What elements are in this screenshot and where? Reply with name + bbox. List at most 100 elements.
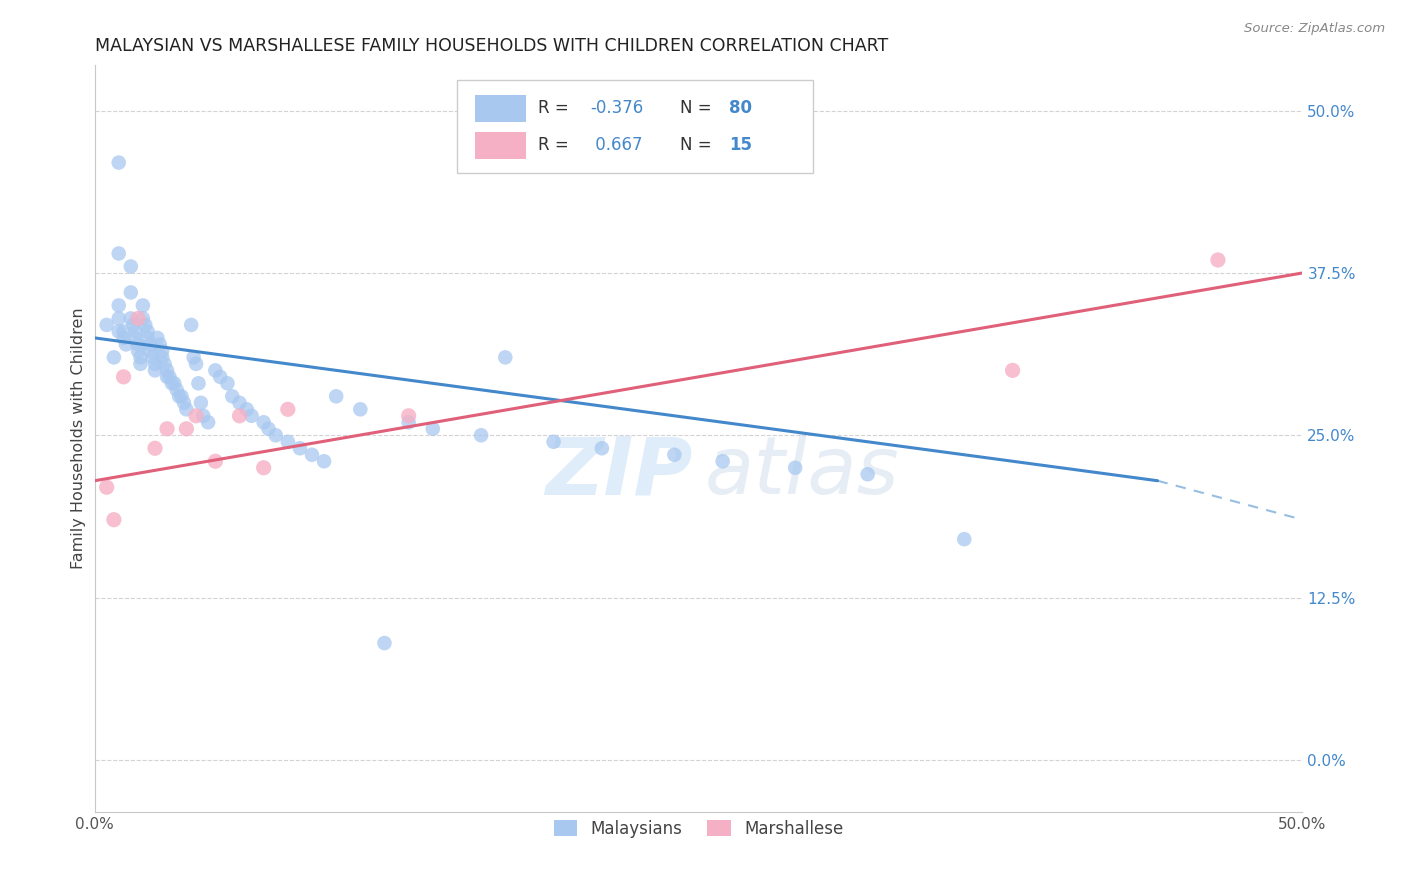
Point (115, 337, 138, 351)
Point (209, 369, 232, 384)
Point (136, 325, 159, 339)
Point (228, 396, 250, 410)
Point (107, 311, 129, 326)
Point (143, 363, 166, 377)
Point (127, 311, 149, 326)
Text: N =: N = (681, 100, 711, 118)
Point (127, 343, 149, 358)
Point (398, 415, 420, 429)
Text: R =: R = (538, 136, 574, 154)
Text: 80: 80 (728, 100, 752, 118)
Point (253, 415, 276, 429)
Point (107, 155, 129, 169)
Point (146, 331, 169, 345)
Point (1001, 363, 1024, 377)
Point (160, 376, 183, 391)
Point (1206, 252, 1229, 267)
Point (264, 428, 287, 442)
Text: N =: N = (681, 136, 711, 154)
Point (398, 409, 420, 423)
Point (150, 351, 173, 365)
FancyBboxPatch shape (475, 95, 526, 122)
Point (173, 396, 195, 410)
Point (107, 298, 129, 312)
Point (591, 442, 613, 456)
Point (183, 351, 205, 365)
Point (96, 480, 118, 494)
Point (197, 415, 219, 429)
Point (134, 318, 156, 332)
Point (166, 383, 188, 397)
Point (170, 389, 193, 403)
Point (107, 325, 129, 339)
Point (257, 422, 280, 436)
Point (143, 442, 166, 456)
Point (124, 331, 146, 345)
Point (132, 311, 155, 326)
Point (149, 337, 172, 351)
Point (120, 260, 142, 274)
Point (112, 331, 135, 345)
Point (301, 448, 323, 462)
Point (122, 318, 145, 332)
Point (711, 454, 734, 468)
Point (129, 351, 152, 365)
Point (153, 357, 176, 371)
Point (136, 331, 159, 345)
Text: 15: 15 (728, 136, 752, 154)
Point (184, 409, 207, 423)
FancyBboxPatch shape (457, 80, 813, 173)
FancyBboxPatch shape (475, 132, 526, 159)
Point (240, 409, 263, 423)
Point (785, 460, 807, 475)
Point (277, 402, 299, 417)
Point (143, 357, 166, 371)
Point (193, 409, 215, 423)
Point (422, 422, 444, 436)
Point (156, 422, 179, 436)
Point (180, 318, 202, 332)
Text: Source: ZipAtlas.com: Source: ZipAtlas.com (1244, 22, 1385, 36)
Text: R =: R = (538, 100, 574, 118)
Text: ZIP: ZIP (546, 434, 693, 511)
Point (150, 343, 173, 358)
Point (470, 428, 492, 442)
Point (373, 636, 395, 650)
Point (204, 454, 226, 468)
Point (124, 325, 146, 339)
Point (139, 343, 162, 358)
Point (132, 298, 155, 312)
Point (103, 351, 125, 365)
Point (187, 376, 209, 391)
Point (120, 285, 142, 300)
Point (312, 454, 335, 468)
Point (156, 369, 179, 384)
Point (221, 389, 243, 403)
Point (184, 357, 207, 371)
Point (96, 318, 118, 332)
Point (664, 448, 686, 462)
Point (349, 402, 371, 417)
Point (156, 363, 179, 377)
Point (190, 396, 212, 410)
Point (159, 369, 181, 384)
Point (856, 467, 879, 482)
Point (127, 337, 149, 351)
Point (112, 325, 135, 339)
Point (253, 460, 276, 475)
Text: 0.667: 0.667 (591, 136, 643, 154)
Point (176, 422, 198, 436)
Point (107, 246, 129, 260)
Point (228, 409, 250, 423)
Point (112, 369, 135, 384)
Point (325, 389, 347, 403)
Point (236, 402, 259, 417)
Point (543, 434, 565, 449)
Point (176, 402, 198, 417)
Point (953, 532, 976, 546)
Point (277, 434, 299, 449)
Point (163, 376, 186, 391)
Point (288, 442, 311, 456)
Text: -0.376: -0.376 (591, 100, 643, 118)
Y-axis label: Family Households with Children: Family Households with Children (72, 308, 86, 569)
